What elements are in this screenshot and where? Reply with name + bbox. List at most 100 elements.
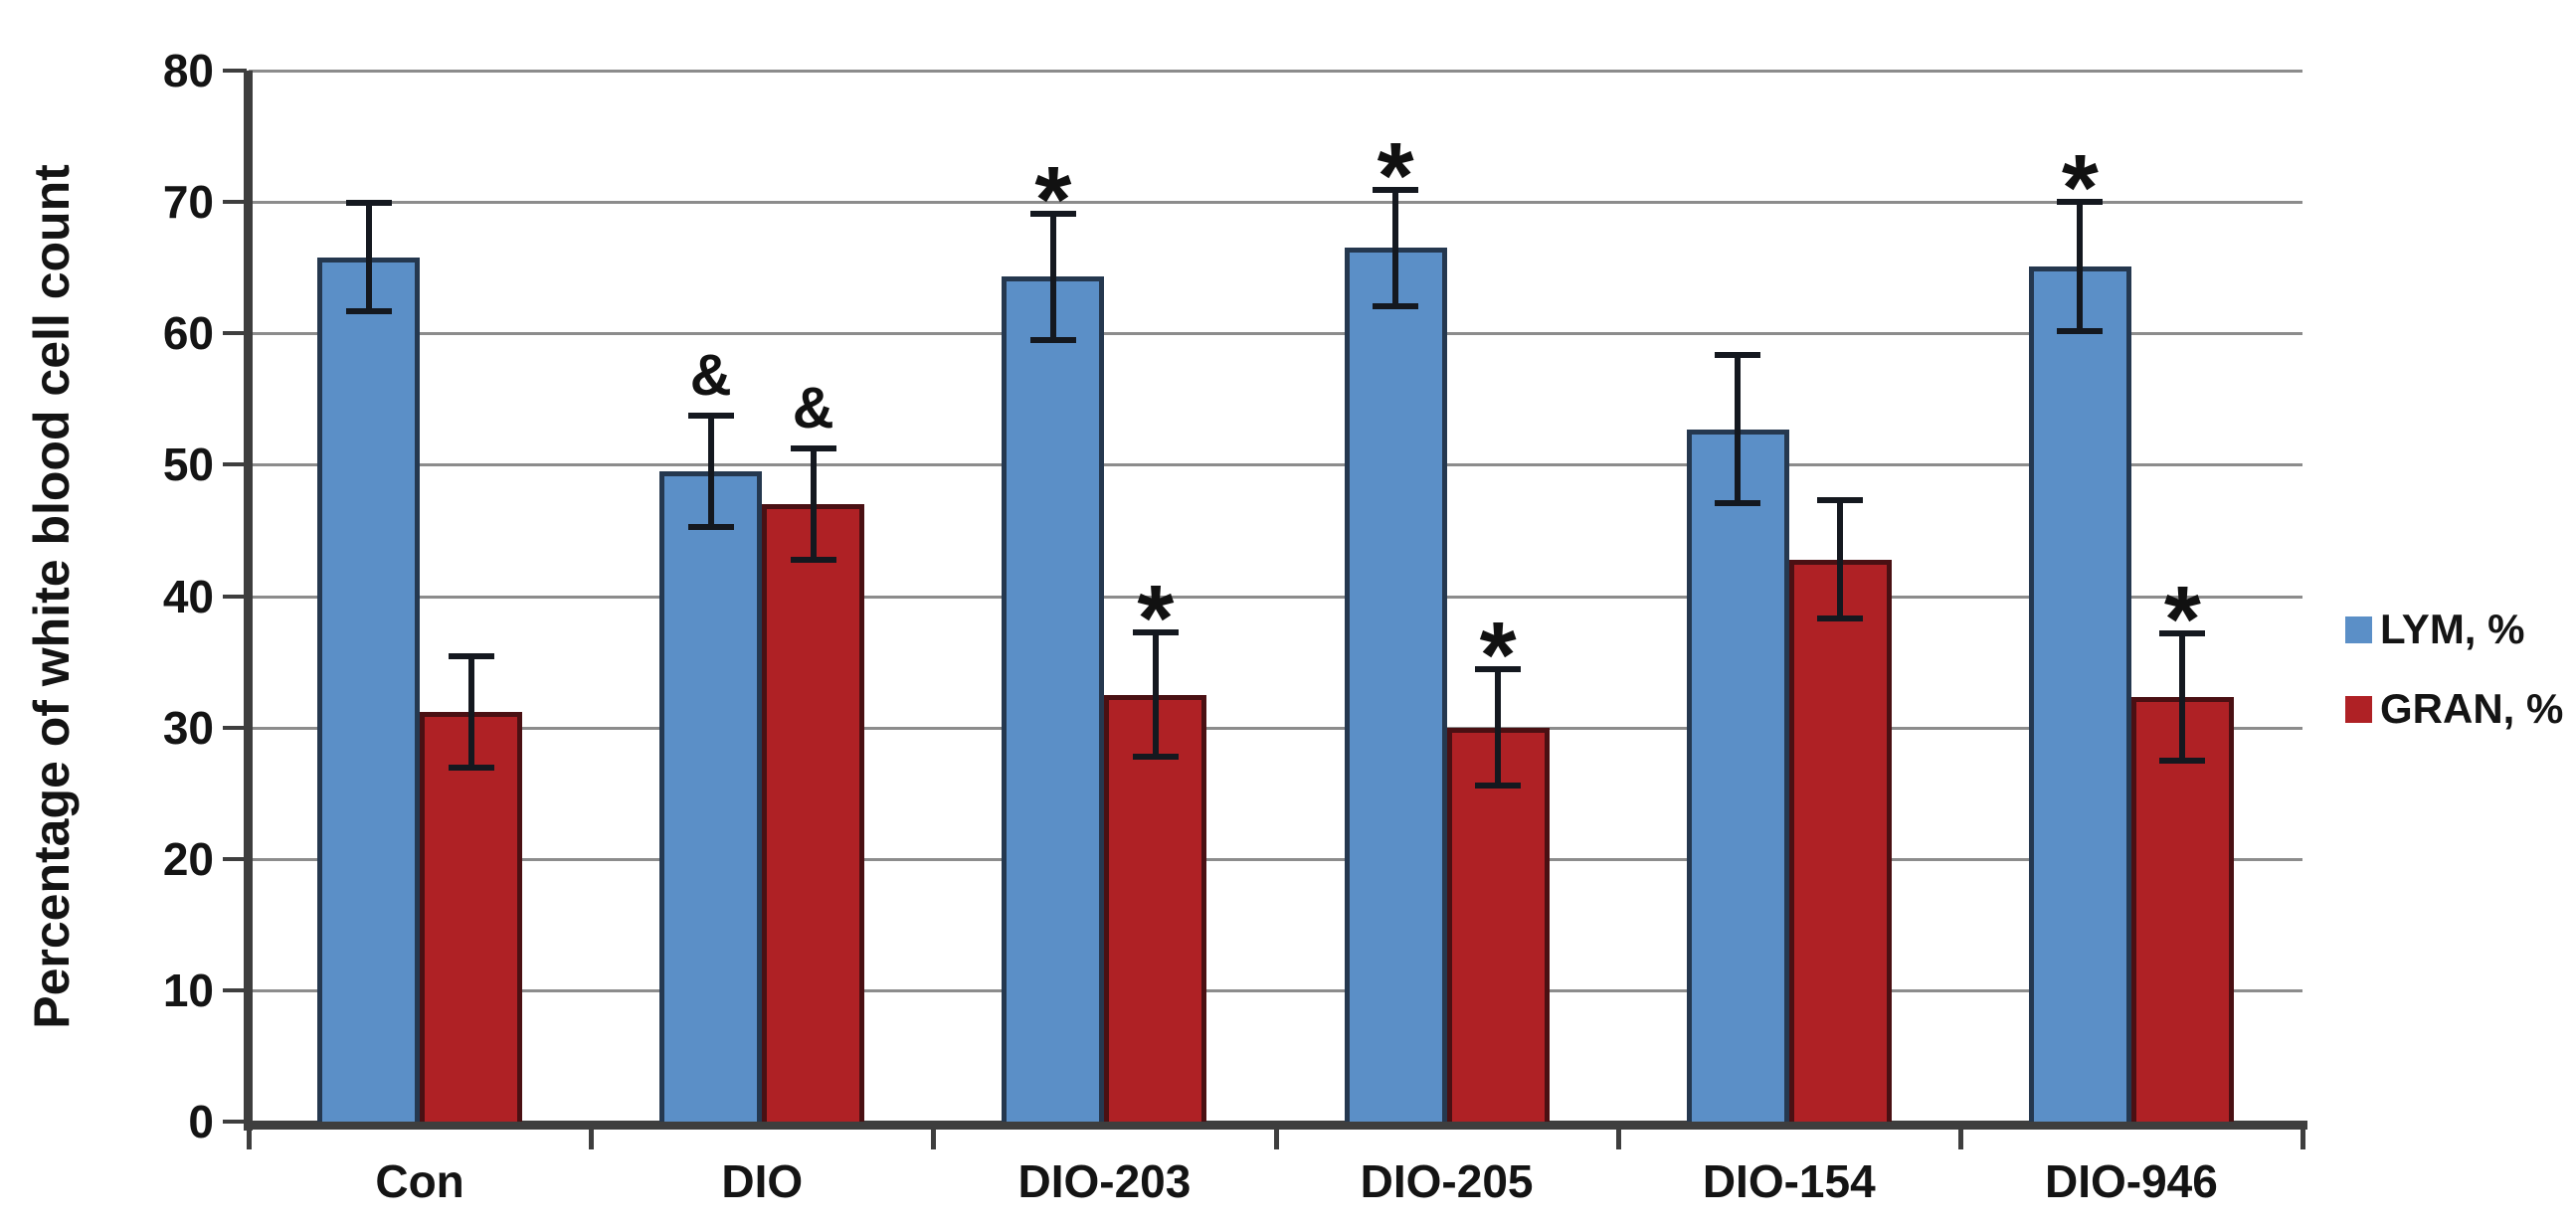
significance-ampersand-gran-dio: & bbox=[792, 376, 834, 441]
y-tick-label-30: 30 bbox=[162, 701, 214, 754]
y-tick-70 bbox=[223, 200, 247, 205]
x-category-label-dio-946: DIO-946 bbox=[2044, 1155, 2218, 1207]
error-cap-top-lym-con bbox=[345, 200, 392, 207]
bar-lym-con bbox=[317, 257, 421, 1122]
bar-lym-dio-154 bbox=[1686, 429, 1789, 1122]
error-bar-lym-dio-946 bbox=[2077, 200, 2084, 332]
bar-lym-dio bbox=[659, 470, 763, 1122]
error-cap-top-lym-dio-946 bbox=[2057, 198, 2104, 205]
error-cap-top-gran-dio-205 bbox=[1475, 666, 1522, 673]
error-bar-lym-con bbox=[365, 202, 372, 313]
bar-gran-con bbox=[420, 711, 523, 1122]
y-tick-label-70: 70 bbox=[162, 176, 214, 229]
legend-label-gran: GRAN, % bbox=[2380, 685, 2564, 732]
y-tick-label-40: 40 bbox=[162, 570, 214, 622]
error-cap-top-gran-dio-154 bbox=[1817, 496, 1864, 503]
x-category-label-dio: DIO bbox=[721, 1155, 804, 1207]
error-bar-gran-dio-946 bbox=[2179, 632, 2186, 762]
bar-gran-dio-154 bbox=[1788, 559, 1892, 1122]
error-cap-top-gran-dio bbox=[790, 445, 836, 452]
error-cap-top-lym-dio-203 bbox=[1029, 210, 1076, 217]
bar-gran-dio-946 bbox=[2130, 697, 2234, 1122]
legend-item-lym: LYM, % bbox=[2345, 609, 2563, 650]
x-tick-6 bbox=[2300, 1128, 2305, 1149]
bar-gran-dio bbox=[762, 504, 865, 1122]
error-cap-bottom-lym-dio-205 bbox=[1373, 302, 1419, 309]
gridline-60 bbox=[249, 332, 2302, 336]
error-cap-bottom-gran-dio bbox=[790, 556, 836, 563]
bar-lym-dio-946 bbox=[2028, 265, 2131, 1122]
x-tick-4 bbox=[1615, 1128, 1621, 1149]
y-tick-10 bbox=[223, 987, 247, 992]
error-cap-bottom-lym-dio bbox=[687, 523, 734, 530]
error-bar-lym-dio-154 bbox=[1735, 354, 1742, 504]
error-cap-bottom-gran-dio-946 bbox=[2159, 757, 2206, 764]
y-tick-label-50: 50 bbox=[162, 439, 214, 491]
significance-asterisk-lym-dio-946: * bbox=[2061, 134, 2099, 241]
gridline-10 bbox=[249, 988, 2302, 992]
error-cap-bottom-lym-dio-203 bbox=[1029, 337, 1076, 344]
error-cap-top-gran-dio-203 bbox=[1132, 629, 1179, 636]
gridline-30 bbox=[249, 726, 2302, 730]
significance-asterisk-gran-dio-205: * bbox=[1479, 603, 1517, 709]
y-tick-label-10: 10 bbox=[162, 964, 214, 1016]
bar-lym-dio-205 bbox=[1344, 248, 1447, 1122]
error-cap-top-lym-dio-205 bbox=[1373, 186, 1419, 193]
y-axis-line bbox=[244, 71, 253, 1131]
x-tick-0 bbox=[247, 1128, 252, 1149]
significance-ampersand-lym-dio: & bbox=[689, 343, 732, 409]
error-cap-top-gran-dio-946 bbox=[2159, 630, 2206, 637]
y-tick-50 bbox=[223, 462, 247, 467]
error-bar-gran-dio-203 bbox=[1152, 631, 1159, 758]
gridline-80 bbox=[249, 70, 2302, 73]
y-tick-label-20: 20 bbox=[162, 832, 214, 885]
y-tick-60 bbox=[223, 331, 247, 336]
error-cap-bottom-gran-dio-154 bbox=[1817, 615, 1864, 622]
error-cap-bottom-gran-dio-203 bbox=[1132, 754, 1179, 760]
lym-swatch-icon bbox=[2345, 615, 2372, 643]
x-tick-2 bbox=[931, 1128, 937, 1149]
y-tick-label-80: 80 bbox=[162, 45, 214, 96]
gran-swatch-icon bbox=[2345, 695, 2372, 723]
error-bar-gran-dio-154 bbox=[1837, 498, 1844, 620]
gridline-50 bbox=[249, 463, 2302, 467]
y-tick-30 bbox=[223, 725, 247, 730]
gridline-20 bbox=[249, 857, 2302, 861]
y-tick-80 bbox=[223, 69, 247, 73]
y-tick-20 bbox=[223, 856, 247, 861]
x-category-label-dio-205: DIO-205 bbox=[1360, 1155, 1534, 1207]
significance-asterisk-gran-dio-946: * bbox=[2163, 567, 2201, 673]
significance-asterisk-lym-dio-205: * bbox=[1377, 122, 1414, 229]
significance-asterisk-gran-dio-203: * bbox=[1137, 566, 1175, 672]
legend-label-lym: LYM, % bbox=[2380, 606, 2525, 652]
y-tick-40 bbox=[223, 594, 247, 599]
legend: LYM, % GRAN, % bbox=[2345, 609, 2563, 768]
x-tick-1 bbox=[589, 1128, 595, 1149]
x-category-label-dio-154: DIO-154 bbox=[1702, 1155, 1876, 1207]
y-tick-0 bbox=[223, 1120, 247, 1124]
x-axis-line bbox=[244, 1121, 2307, 1130]
gridline-70 bbox=[249, 201, 2302, 205]
error-cap-bottom-lym-dio-154 bbox=[1715, 500, 1761, 506]
error-cap-bottom-gran-con bbox=[448, 764, 494, 771]
bar-gran-dio-205 bbox=[1446, 727, 1550, 1122]
error-bar-gran-con bbox=[467, 654, 474, 769]
error-cap-bottom-gran-dio-205 bbox=[1475, 783, 1522, 790]
error-bar-lym-dio bbox=[707, 415, 714, 528]
gridline-40 bbox=[249, 595, 2302, 599]
significance-asterisk-lym-dio-203: * bbox=[1034, 146, 1072, 253]
error-cap-top-lym-dio-154 bbox=[1715, 352, 1761, 359]
error-bar-lym-dio-205 bbox=[1392, 188, 1399, 307]
x-category-label-con: Con bbox=[375, 1155, 464, 1207]
error-cap-top-lym-dio bbox=[687, 413, 734, 420]
bar-gran-dio-203 bbox=[1104, 694, 1207, 1122]
x-tick-5 bbox=[1957, 1128, 1963, 1149]
error-cap-top-gran-con bbox=[448, 652, 494, 659]
bar-lym-dio-203 bbox=[1002, 276, 1105, 1122]
y-tick-label-0: 0 bbox=[188, 1096, 214, 1147]
error-cap-bottom-lym-con bbox=[345, 308, 392, 315]
x-tick-3 bbox=[1273, 1128, 1279, 1149]
x-category-label-dio-203: DIO-203 bbox=[1017, 1155, 1192, 1207]
